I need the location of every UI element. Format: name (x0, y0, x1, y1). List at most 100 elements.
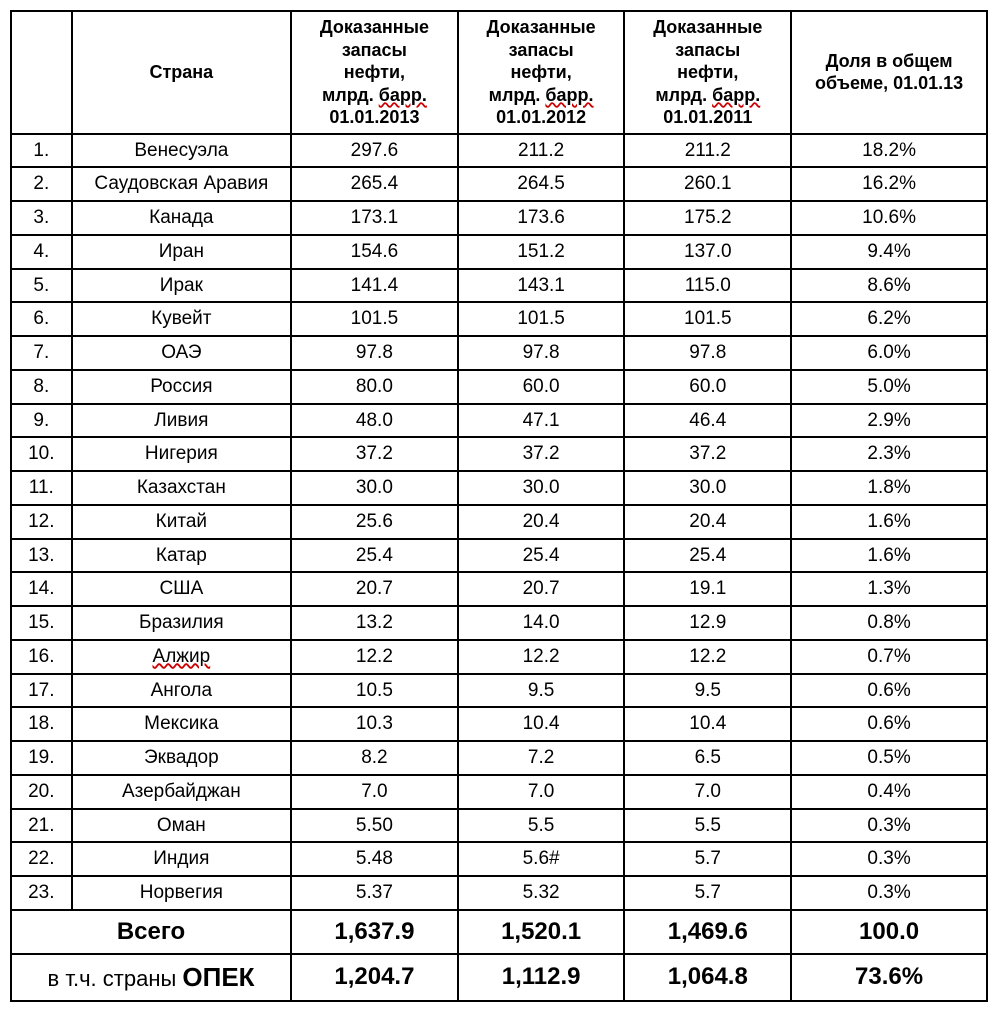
row-share: 9.4% (791, 235, 987, 269)
row-v2011: 25.4 (624, 539, 791, 573)
row-v2012: 151.2 (458, 235, 625, 269)
opec-row: в т.ч. страны ОПЕК 1,204.7 1,112.9 1,064… (11, 954, 987, 1001)
row-v2011: 12.2 (624, 640, 791, 674)
row-v2011: 46.4 (624, 404, 791, 438)
row-share: 1.8% (791, 471, 987, 505)
row-v2012: 20.7 (458, 572, 625, 606)
table-row: 2.Саудовская Аравия265.4264.5260.116.2% (11, 167, 987, 201)
row-share: 0.3% (791, 876, 987, 910)
header-2013: Доказанные запасы нефти, млрд. барр. 01.… (291, 11, 458, 134)
row-v2011: 137.0 (624, 235, 791, 269)
row-num: 19. (11, 741, 72, 775)
row-v2011: 260.1 (624, 167, 791, 201)
row-share: 18.2% (791, 134, 987, 168)
total-share: 100.0 (791, 910, 987, 954)
row-v2011: 97.8 (624, 336, 791, 370)
total-row: Всего 1,637.9 1,520.1 1,469.6 100.0 (11, 910, 987, 954)
row-v2012: 60.0 (458, 370, 625, 404)
header-num (11, 11, 72, 134)
row-v2012: 143.1 (458, 269, 625, 303)
row-v2013: 5.50 (291, 809, 458, 843)
row-share: 0.3% (791, 809, 987, 843)
row-v2012: 47.1 (458, 404, 625, 438)
table-row: 14.США20.720.719.11.3% (11, 572, 987, 606)
table-row: 17.Ангола10.59.59.50.6% (11, 674, 987, 708)
row-country: США (72, 572, 291, 606)
row-num: 18. (11, 707, 72, 741)
row-num: 21. (11, 809, 72, 843)
row-v2013: 80.0 (291, 370, 458, 404)
row-country: Мексика (72, 707, 291, 741)
row-num: 12. (11, 505, 72, 539)
row-v2013: 297.6 (291, 134, 458, 168)
row-country: Индия (72, 842, 291, 876)
row-num: 17. (11, 674, 72, 708)
row-v2011: 60.0 (624, 370, 791, 404)
table-row: 23.Норвегия5.375.325.70.3% (11, 876, 987, 910)
row-share: 5.0% (791, 370, 987, 404)
row-share: 0.6% (791, 674, 987, 708)
row-share: 16.2% (791, 167, 987, 201)
table-row: 15.Бразилия13.214.012.90.8% (11, 606, 987, 640)
row-num: 9. (11, 404, 72, 438)
row-v2013: 10.5 (291, 674, 458, 708)
row-v2011: 19.1 (624, 572, 791, 606)
row-v2012: 5.6# (458, 842, 625, 876)
row-share: 1.6% (791, 505, 987, 539)
row-share: 0.5% (791, 741, 987, 775)
row-v2011: 115.0 (624, 269, 791, 303)
header-2012: Доказанные запасы нефти, млрд. барр. 01.… (458, 11, 625, 134)
row-v2012: 97.8 (458, 336, 625, 370)
row-country: Катар (72, 539, 291, 573)
row-num: 4. (11, 235, 72, 269)
row-num: 2. (11, 167, 72, 201)
row-v2013: 154.6 (291, 235, 458, 269)
row-country: Бразилия (72, 606, 291, 640)
row-v2013: 48.0 (291, 404, 458, 438)
row-num: 11. (11, 471, 72, 505)
row-country: Казахстан (72, 471, 291, 505)
row-v2011: 101.5 (624, 302, 791, 336)
row-country: Ливия (72, 404, 291, 438)
opec-label: в т.ч. страны ОПЕК (11, 954, 291, 1001)
row-num: 6. (11, 302, 72, 336)
row-country: Саудовская Аравия (72, 167, 291, 201)
row-num: 22. (11, 842, 72, 876)
row-share: 2.9% (791, 404, 987, 438)
row-share: 2.3% (791, 437, 987, 471)
row-num: 16. (11, 640, 72, 674)
row-v2013: 97.8 (291, 336, 458, 370)
row-v2013: 5.37 (291, 876, 458, 910)
row-v2012: 25.4 (458, 539, 625, 573)
table-row: 9.Ливия48.047.146.42.9% (11, 404, 987, 438)
row-country: Иран (72, 235, 291, 269)
table-row: 22.Индия5.485.6#5.70.3% (11, 842, 987, 876)
row-v2013: 30.0 (291, 471, 458, 505)
row-num: 13. (11, 539, 72, 573)
row-v2013: 25.6 (291, 505, 458, 539)
row-v2013: 25.4 (291, 539, 458, 573)
row-country: Оман (72, 809, 291, 843)
opec-2012: 1,112.9 (458, 954, 625, 1001)
header-row: Страна Доказанные запасы нефти, млрд. ба… (11, 11, 987, 134)
row-v2012: 173.6 (458, 201, 625, 235)
row-v2012: 211.2 (458, 134, 625, 168)
row-v2011: 5.7 (624, 876, 791, 910)
table-row: 20.Азербайджан7.07.07.00.4% (11, 775, 987, 809)
row-v2013: 8.2 (291, 741, 458, 775)
table-body: 1.Венесуэла297.6211.2211.218.2%2.Саудовс… (11, 134, 987, 910)
total-2012: 1,520.1 (458, 910, 625, 954)
row-country: Эквадор (72, 741, 291, 775)
row-v2011: 20.4 (624, 505, 791, 539)
table-row: 13.Катар25.425.425.41.6% (11, 539, 987, 573)
row-num: 5. (11, 269, 72, 303)
row-v2012: 9.5 (458, 674, 625, 708)
row-country: Ирак (72, 269, 291, 303)
row-v2011: 175.2 (624, 201, 791, 235)
table-row: 21.Оман5.505.55.50.3% (11, 809, 987, 843)
row-v2013: 101.5 (291, 302, 458, 336)
row-share: 10.6% (791, 201, 987, 235)
table-row: 6.Кувейт101.5101.5101.56.2% (11, 302, 987, 336)
header-2011: Доказанные запасы нефти, млрд. барр. 01.… (624, 11, 791, 134)
row-v2013: 37.2 (291, 437, 458, 471)
